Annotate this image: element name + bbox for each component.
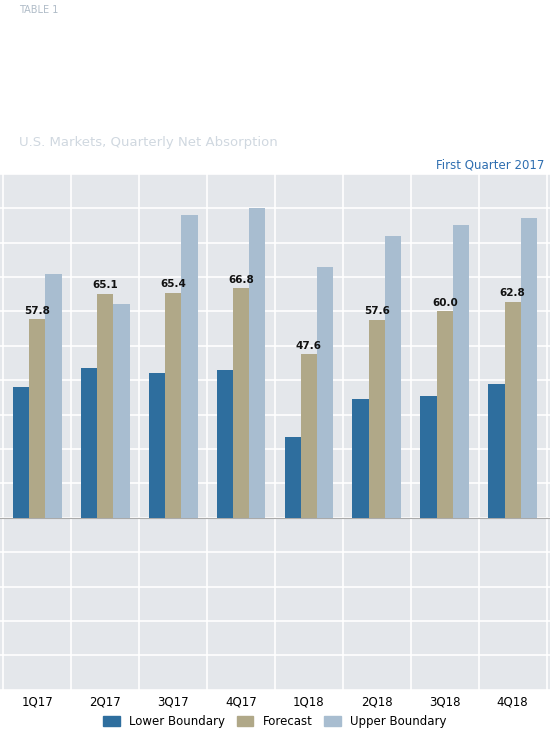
Bar: [148, 373, 165, 518]
Bar: [217, 370, 233, 518]
Text: TABLE 1: TABLE 1: [19, 5, 59, 15]
Bar: [437, 312, 453, 518]
Bar: [521, 218, 537, 518]
Bar: [249, 208, 266, 518]
Text: First Quarter 2017: First Quarter 2017: [436, 158, 544, 171]
Legend: Lower Boundary, Forecast, Upper Boundary: Lower Boundary, Forecast, Upper Boundary: [103, 715, 447, 728]
Bar: [165, 293, 182, 518]
Bar: [97, 294, 113, 518]
Bar: [301, 354, 317, 518]
Bar: [29, 319, 46, 518]
Bar: [385, 236, 402, 518]
Text: with 70% Confidence Intervals: with 70% Confidence Intervals: [19, 87, 342, 106]
Bar: [182, 215, 197, 518]
Bar: [13, 387, 29, 518]
Bar: [233, 288, 249, 518]
Bar: [504, 302, 521, 518]
Text: 47.6: 47.6: [296, 340, 322, 351]
Text: 65.1: 65.1: [92, 280, 118, 291]
Text: 62.8: 62.8: [500, 288, 526, 298]
Bar: [453, 225, 469, 518]
Text: 66.8: 66.8: [228, 275, 254, 285]
Bar: [81, 368, 97, 518]
Bar: [284, 437, 301, 518]
Bar: [488, 383, 504, 518]
Bar: [317, 267, 333, 518]
Bar: [368, 319, 385, 518]
Text: 60.0: 60.0: [432, 298, 458, 308]
Text: 65.4: 65.4: [160, 279, 186, 289]
Bar: [353, 399, 368, 518]
Bar: [46, 273, 62, 518]
Text: 57.8: 57.8: [24, 306, 50, 316]
Bar: [113, 304, 130, 518]
Text: 57.6: 57.6: [364, 306, 390, 316]
Text: U.S. Markets, Quarterly Net Absorption: U.S. Markets, Quarterly Net Absorption: [19, 136, 278, 148]
Bar: [420, 395, 437, 518]
Text: The NAIOP Industrial Space Demand Forecast: The NAIOP Industrial Space Demand Foreca…: [19, 38, 502, 57]
